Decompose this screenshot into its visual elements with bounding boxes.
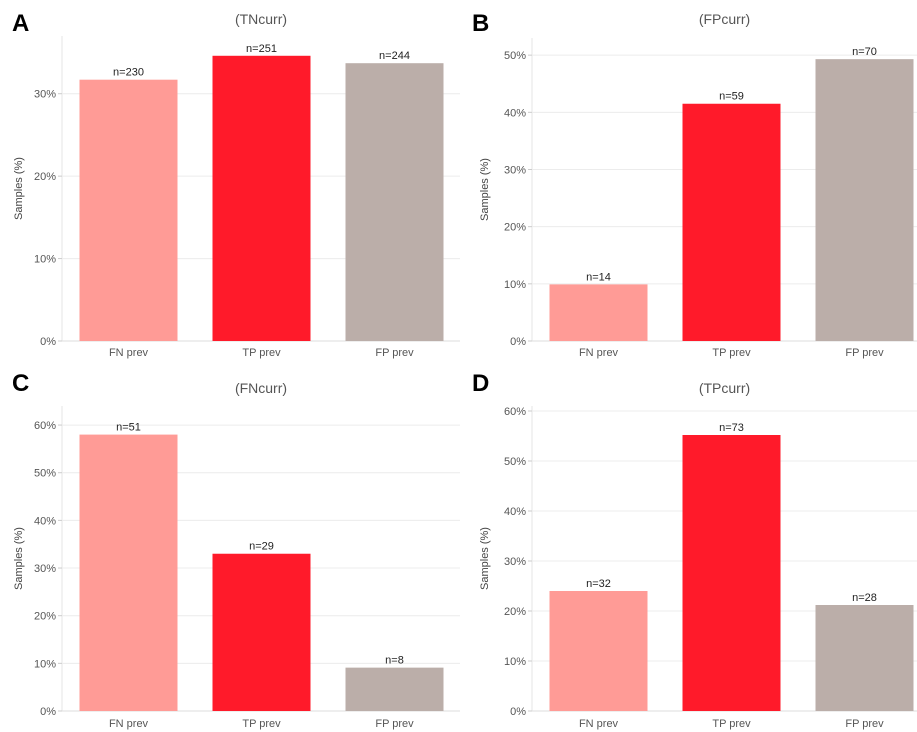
y-tick-label: 20% [504, 222, 526, 234]
bar [79, 79, 178, 342]
chart-plot: 0% 10% 20% 30% Samples (%) n=230 FN prev n=251 T… [13, 36, 460, 359]
y-tick-label: 0% [510, 336, 526, 348]
y-tick-label: 10% [34, 658, 56, 670]
y-tick-label: 40% [34, 515, 56, 527]
y-tick-label: 10% [504, 656, 526, 668]
bar-data-label: n=8 [385, 655, 404, 667]
y-tick-label: 10% [504, 279, 526, 291]
y-tick-label: 50% [504, 50, 526, 62]
chart-plot: 0% 10% 20% 30% 40% 50% 60% Samples (%) n=51 FN pr… [13, 406, 460, 730]
bar [212, 55, 311, 341]
chart-panel-d: D (TPcurr) 0% 10% 20% 30% 40% 50% 60% Samples (… [462, 366, 917, 732]
bar [549, 284, 648, 341]
bar [345, 63, 444, 342]
y-tick-label: 30% [504, 556, 526, 568]
y-tick-label: 60% [504, 406, 526, 418]
bar [815, 605, 914, 711]
x-category-label: TP prev [712, 718, 751, 730]
x-category-label: FP prev [845, 718, 884, 730]
chart-panel-a: A (TNcurr) 0% 10% 20% 30% Samples (%) n=230 FN… [0, 0, 460, 366]
bar-data-label: n=28 [852, 592, 877, 604]
x-category-label: FP prev [375, 718, 414, 730]
bar-data-label: n=32 [586, 578, 611, 590]
y-tick-label: 30% [34, 563, 56, 575]
x-category-label: TP prev [712, 347, 751, 359]
y-tick-label: 0% [40, 336, 56, 348]
chart-plot: 0% 10% 20% 30% 40% 50% 60% Samples (%) n=32 FN pr… [479, 406, 917, 730]
y-axis-label: Samples (%) [13, 527, 25, 590]
y-tick-label: 30% [504, 164, 526, 176]
bar [345, 667, 444, 711]
panel-letter: C [12, 370, 30, 397]
bar-data-label: n=230 [113, 67, 144, 79]
x-category-label: FN prev [579, 718, 619, 730]
y-tick-label: 60% [34, 420, 56, 432]
y-tick-label: 20% [34, 611, 56, 623]
x-category-label: FN prev [109, 347, 149, 359]
y-tick-label: 20% [504, 606, 526, 618]
x-category-label: FP prev [375, 347, 414, 359]
bar [549, 591, 648, 711]
bar-data-label: n=73 [719, 422, 744, 434]
bar-data-label: n=70 [852, 46, 877, 58]
chart-title: (TNcurr) [234, 11, 288, 27]
chart-panel-c: C (FNcurr) 0% 10% 20% 30% 40% 50% 60% Samples (… [0, 366, 460, 732]
x-category-label: TP prev [242, 718, 281, 730]
panel-letter: A [12, 10, 30, 37]
y-tick-label: 20% [34, 171, 56, 183]
y-tick-label: 30% [34, 89, 56, 101]
panel-letter: D [472, 370, 490, 397]
bar-data-label: n=251 [246, 43, 277, 55]
bar-data-label: n=29 [249, 541, 274, 553]
y-tick-label: 10% [34, 254, 56, 266]
chart-title: (FPcurr) [698, 11, 751, 27]
y-axis-label: Samples (%) [479, 527, 491, 590]
y-axis-label: Samples (%) [13, 157, 25, 220]
bar-data-label: n=14 [586, 271, 611, 283]
y-tick-label: 40% [504, 506, 526, 518]
chart-title: (TPcurr) [698, 380, 751, 396]
panel-letter: B [472, 10, 490, 37]
x-category-label: FN prev [579, 347, 619, 359]
y-tick-label: 40% [504, 107, 526, 119]
x-category-label: FN prev [109, 718, 149, 730]
x-category-label: FP prev [845, 347, 884, 359]
bar [682, 435, 781, 711]
y-axis-label: Samples (%) [479, 158, 491, 221]
x-category-label: TP prev [242, 347, 281, 359]
chart-plot: 0% 10% 20% 30% 40% 50% Samples (%) n=14 FN prev n… [479, 38, 917, 359]
bar-data-label: n=244 [379, 50, 410, 62]
bar [815, 59, 914, 341]
bar-data-label: n=51 [116, 422, 141, 434]
chart-panel-b: B (FPcurr) 0% 10% 20% 30% 40% 50% Samples (%) n… [462, 0, 917, 366]
y-tick-label: 50% [504, 456, 526, 468]
bar [79, 434, 178, 711]
y-tick-label: 0% [510, 706, 526, 718]
chart-title: (FNcurr) [234, 380, 288, 396]
bar-data-label: n=59 [719, 91, 744, 103]
bar [682, 103, 781, 341]
bar [212, 553, 311, 711]
y-tick-label: 50% [34, 468, 56, 480]
y-tick-label: 0% [40, 706, 56, 718]
